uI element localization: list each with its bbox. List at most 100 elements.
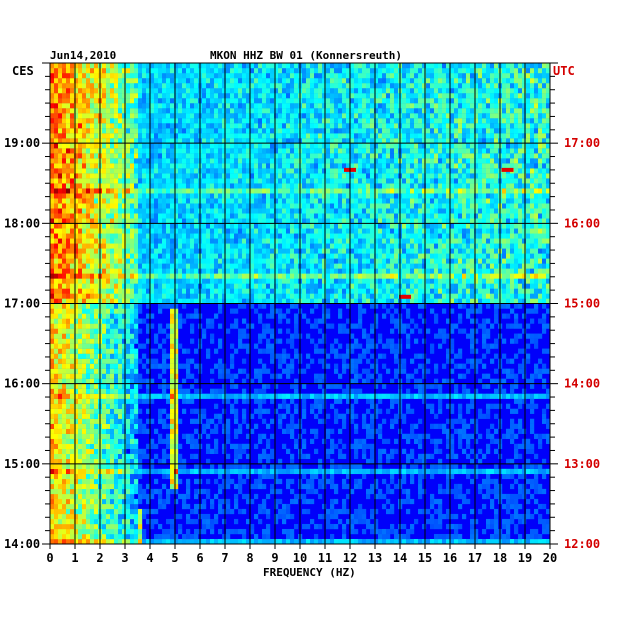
heatmap-cell <box>534 293 539 299</box>
heatmap-cell <box>374 528 379 535</box>
heatmap-cell <box>114 243 119 249</box>
heatmap-cell <box>438 263 443 269</box>
heatmap-cell <box>154 293 159 299</box>
heatmap-cell <box>346 383 351 389</box>
heatmap-cell <box>482 393 487 399</box>
heatmap-cell <box>118 293 123 299</box>
heatmap-cell <box>510 308 515 314</box>
heatmap-cell <box>454 528 459 535</box>
heatmap-cell <box>62 328 67 334</box>
heatmap-cell <box>366 273 371 279</box>
heatmap-cell <box>470 508 475 515</box>
heatmap-cell <box>378 293 383 299</box>
heatmap-cell <box>226 288 231 294</box>
heatmap-cell <box>66 393 71 399</box>
heatmap-cell <box>338 288 343 294</box>
heatmap-cell <box>394 483 399 490</box>
heatmap-cell <box>258 333 263 339</box>
heatmap-cell <box>418 303 423 309</box>
heatmap-cell <box>342 468 347 475</box>
heatmap-cell <box>254 288 259 294</box>
heatmap-cell <box>114 478 119 485</box>
heatmap-cell <box>446 468 451 475</box>
heatmap-cell <box>106 498 111 505</box>
heatmap-cell <box>126 288 131 294</box>
heatmap-cell <box>386 273 391 279</box>
heatmap-cell <box>78 408 83 414</box>
heatmap-cell <box>390 278 395 284</box>
heatmap-cell <box>382 298 387 304</box>
heatmap-cell <box>282 353 287 359</box>
heatmap-cell <box>310 268 315 274</box>
heatmap-cell <box>466 333 471 339</box>
heatmap-cell <box>54 503 59 510</box>
heatmap-cell <box>74 383 79 389</box>
heatmap-cell <box>242 268 247 274</box>
heatmap-cell <box>522 443 527 449</box>
heatmap-cell <box>54 368 59 374</box>
heatmap-cell <box>446 253 451 259</box>
heatmap-cell <box>50 318 55 324</box>
heatmap-cell <box>146 398 151 404</box>
heatmap-cell <box>122 248 127 254</box>
heatmap-cell <box>226 498 231 505</box>
heatmap-cell <box>158 248 163 254</box>
heatmap-cell <box>150 238 155 244</box>
heatmap-cell <box>178 318 183 324</box>
heatmap-cell <box>350 468 355 475</box>
heatmap-cell <box>54 528 59 535</box>
heatmap-cell <box>302 313 307 319</box>
heatmap-cell <box>90 313 95 319</box>
heatmap-cell <box>454 363 459 369</box>
heatmap-cell <box>334 263 339 269</box>
heatmap-cell <box>54 278 59 284</box>
heatmap-cell <box>106 383 111 389</box>
heatmap-cell <box>258 483 263 490</box>
heatmap-cell <box>114 258 119 264</box>
heatmap-cell <box>70 408 75 414</box>
heatmap-cell <box>186 268 191 274</box>
heatmap-cell <box>278 273 283 279</box>
heatmap-cell <box>542 288 547 294</box>
heatmap-cell <box>438 518 443 525</box>
heatmap-cell <box>146 493 151 500</box>
heatmap-cell <box>130 398 135 404</box>
heatmap-cell <box>70 508 75 515</box>
heatmap-cell <box>62 453 67 460</box>
heatmap-cell <box>114 253 119 259</box>
heatmap-cell <box>310 473 315 480</box>
heatmap-cell <box>458 273 463 279</box>
heatmap-cell <box>174 513 179 520</box>
heatmap-cell <box>546 243 551 249</box>
heatmap-cell <box>70 388 75 394</box>
heatmap-cell <box>226 473 231 480</box>
heatmap-cell <box>58 258 63 264</box>
heatmap-cell <box>418 483 423 490</box>
heatmap-cell <box>182 318 187 324</box>
heatmap-cell <box>542 468 547 475</box>
heatmap-cell <box>130 513 135 520</box>
heatmap-cell <box>90 263 95 269</box>
heatmap-cell <box>318 418 323 424</box>
heatmap-cell <box>382 393 387 399</box>
heatmap-cell <box>86 323 91 329</box>
heatmap-cell <box>322 288 327 294</box>
heatmap-cell <box>406 283 411 289</box>
heatmap-cell <box>118 253 123 259</box>
heatmap-cell <box>402 418 407 424</box>
heatmap-cell <box>130 373 135 379</box>
heatmap-cell <box>514 293 519 299</box>
heatmap-cell <box>294 383 299 389</box>
heatmap-cell <box>254 263 259 269</box>
heatmap-cell <box>314 523 319 530</box>
heatmap-cell <box>106 313 111 319</box>
heatmap-cell <box>282 268 287 274</box>
heatmap-cell <box>238 468 243 475</box>
heatmap-cell <box>518 258 523 264</box>
heatmap-cell <box>182 433 187 439</box>
heatmap-cell <box>538 463 543 470</box>
heatmap-cell <box>234 493 239 500</box>
heatmap-cell <box>106 398 111 404</box>
heatmap-cell <box>218 288 223 294</box>
heatmap-cell <box>490 263 495 269</box>
